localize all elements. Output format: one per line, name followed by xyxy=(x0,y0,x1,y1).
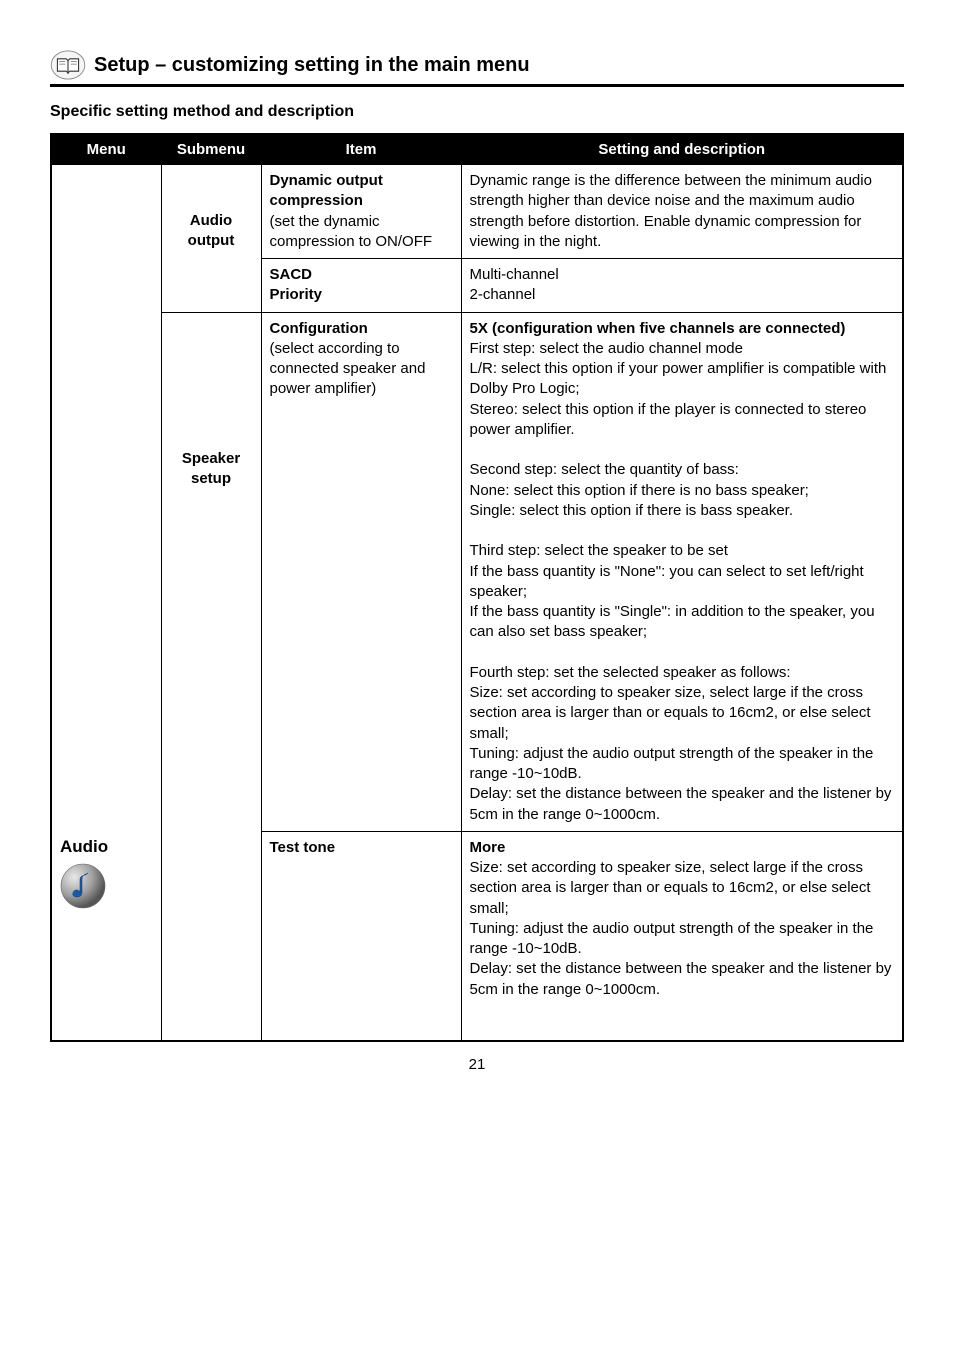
subsection-title: Specific setting method and description xyxy=(50,103,904,121)
item-cell: Configuration (select according to conne… xyxy=(261,312,461,831)
desc-rest: Size: set according to speaker size, sel… xyxy=(470,859,892,998)
submenu-label: Audio output xyxy=(188,211,235,252)
desc-cell: Multi-channel 2-channel xyxy=(461,259,903,313)
section-header: Setup – customizing setting in the main … xyxy=(50,50,904,87)
item-cell: SACD Priority xyxy=(261,259,461,313)
book-icon xyxy=(50,50,86,80)
item-rest: (select according to connected speaker a… xyxy=(270,340,426,398)
table-row: Audio xyxy=(51,165,903,259)
item-bold: Dynamic output compression xyxy=(270,171,453,212)
desc-text: Dynamic range is the difference between … xyxy=(470,172,872,250)
page-number: 21 xyxy=(50,1056,904,1073)
section-title: Setup – customizing setting in the main … xyxy=(94,54,530,77)
col-header-menu: Menu xyxy=(51,134,161,165)
desc-cell: 5X (configuration when five channels are… xyxy=(461,312,903,831)
settings-table: Menu Submenu Item Setting and descriptio… xyxy=(50,133,904,1042)
item-cell: Test tone xyxy=(261,831,461,1041)
desc-bold: 5X (configuration when five channels are… xyxy=(470,319,895,339)
submenu-cell: Audio output xyxy=(161,165,261,313)
item-bold: Test tone xyxy=(270,839,336,856)
desc-cell: More Size: set according to speaker size… xyxy=(461,831,903,1041)
col-header-setting: Setting and description xyxy=(461,134,903,165)
submenu-label: Speaker setup xyxy=(182,449,240,490)
submenu-cell: Speaker setup xyxy=(161,312,261,1041)
col-header-submenu: Submenu xyxy=(161,134,261,165)
menu-cell: Audio xyxy=(51,165,161,1041)
music-note-icon xyxy=(60,863,106,909)
col-header-item: Item xyxy=(261,134,461,165)
table-row: Speaker setup Configuration (select acco… xyxy=(51,312,903,831)
desc-text: Multi-channel 2-channel xyxy=(470,266,559,303)
item-bold: Configuration xyxy=(270,319,453,339)
item-bold: SACD Priority xyxy=(270,265,453,306)
desc-rest: First step: select the audio channel mod… xyxy=(470,340,892,823)
desc-cell: Dynamic range is the difference between … xyxy=(461,165,903,259)
table-header-row: Menu Submenu Item Setting and descriptio… xyxy=(51,134,903,165)
item-rest: (set the dynamic compression to ON/OFF xyxy=(270,213,433,250)
menu-label: Audio xyxy=(60,836,108,859)
item-cell: Dynamic output compression (set the dyna… xyxy=(261,165,461,259)
desc-bold: More xyxy=(470,838,895,858)
